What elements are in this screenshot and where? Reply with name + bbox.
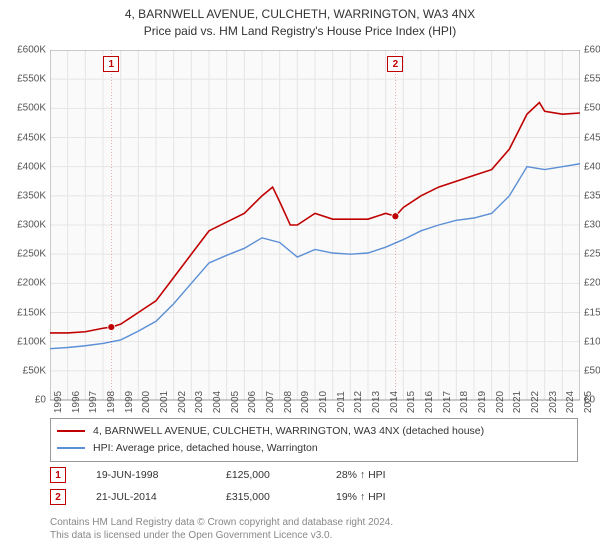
x-axis-label: 2009 xyxy=(300,391,311,413)
x-axis-label: 2003 xyxy=(194,391,205,413)
chart-sale-marker-1: 1 xyxy=(103,56,119,72)
x-axis-label: 2002 xyxy=(177,391,188,413)
x-axis-label: 2014 xyxy=(389,391,400,413)
legend-label-hpi: HPI: Average price, detached house, Warr… xyxy=(93,440,318,457)
annotation-marker-1: 1 xyxy=(50,467,66,483)
footer-line-1: Contains HM Land Registry data © Crown c… xyxy=(50,516,393,529)
annotation-date-1: 19-JUN-1998 xyxy=(96,469,196,481)
x-axis-label: 2008 xyxy=(283,391,294,413)
y-axis-label: £300K xyxy=(0,220,46,231)
y-axis-label: £100K xyxy=(0,336,46,347)
y-axis-label-right: £300K xyxy=(584,220,600,231)
y-axis-label-right: £600K xyxy=(584,45,600,56)
legend-label-property: 4, BARNWELL AVENUE, CULCHETH, WARRINGTON… xyxy=(93,423,484,440)
annotation-row-2: 2 21-JUL-2014 £315,000 19% ↑ HPI xyxy=(50,486,436,508)
y-axis-label: £400K xyxy=(0,161,46,172)
x-axis-label: 1995 xyxy=(53,391,64,413)
x-axis-label: 2022 xyxy=(530,391,541,413)
x-axis-label: 2001 xyxy=(159,391,170,413)
footer: Contains HM Land Registry data © Crown c… xyxy=(50,516,393,542)
x-axis-label: 2000 xyxy=(141,391,152,413)
legend: 4, BARNWELL AVENUE, CULCHETH, WARRINGTON… xyxy=(50,418,578,462)
title-line-1: 4, BARNWELL AVENUE, CULCHETH, WARRINGTON… xyxy=(0,6,600,23)
x-axis-label: 2012 xyxy=(353,391,364,413)
annotation-marker-2: 2 xyxy=(50,489,66,505)
y-axis-label-right: £400K xyxy=(584,161,600,172)
legend-swatch-property xyxy=(57,430,85,432)
annotation-delta-2: 19% ↑ HPI xyxy=(336,491,436,503)
chart-sale-marker-2: 2 xyxy=(387,56,403,72)
x-axis-label: 2010 xyxy=(318,391,329,413)
legend-swatch-hpi xyxy=(57,447,85,449)
x-axis-label: 2023 xyxy=(548,391,559,413)
y-axis-label-right: £450K xyxy=(584,132,600,143)
x-axis-label: 2024 xyxy=(565,391,576,413)
y-axis-label: £150K xyxy=(0,307,46,318)
y-axis-label-right: £500K xyxy=(584,103,600,114)
x-axis-label: 1999 xyxy=(124,391,135,413)
y-axis-label-right: £200K xyxy=(584,278,600,289)
x-axis-label: 2019 xyxy=(477,391,488,413)
x-axis-label: 2015 xyxy=(406,391,417,413)
x-axis-label: 1996 xyxy=(71,391,82,413)
annotation-price-2: £315,000 xyxy=(226,491,306,503)
annotation-date-2: 21-JUL-2014 xyxy=(96,491,196,503)
x-axis-label: 2007 xyxy=(265,391,276,413)
y-axis-label: £350K xyxy=(0,190,46,201)
x-axis-label: 2021 xyxy=(512,391,523,413)
x-axis-label: 2025 xyxy=(583,391,594,413)
y-axis-label: £200K xyxy=(0,278,46,289)
footer-line-2: This data is licensed under the Open Gov… xyxy=(50,529,393,542)
y-axis-label: £0 xyxy=(0,395,46,406)
x-axis-label: 2006 xyxy=(247,391,258,413)
x-axis-label: 2011 xyxy=(336,391,347,413)
y-axis-label: £250K xyxy=(0,249,46,260)
y-axis-label-right: £350K xyxy=(584,190,600,201)
chart-titles: 4, BARNWELL AVENUE, CULCHETH, WARRINGTON… xyxy=(0,0,600,40)
legend-row-hpi: HPI: Average price, detached house, Warr… xyxy=(57,440,571,457)
x-axis-label: 2013 xyxy=(371,391,382,413)
annotation-delta-1: 28% ↑ HPI xyxy=(336,469,436,481)
x-axis-label: 2004 xyxy=(212,391,223,413)
x-axis-label: 2018 xyxy=(459,391,470,413)
y-axis-label-right: £150K xyxy=(584,307,600,318)
y-axis-label: £500K xyxy=(0,103,46,114)
x-axis-label: 2017 xyxy=(442,391,453,413)
x-axis-label: 2016 xyxy=(424,391,435,413)
y-axis-label-right: £50K xyxy=(584,365,600,376)
annotation-price-1: £125,000 xyxy=(226,469,306,481)
y-axis-label-right: £550K xyxy=(584,74,600,85)
x-axis-label: 2005 xyxy=(230,391,241,413)
y-axis-label-right: £100K xyxy=(584,336,600,347)
y-axis-label: £600K xyxy=(0,45,46,56)
y-axis-label: £550K xyxy=(0,74,46,85)
title-line-2: Price paid vs. HM Land Registry's House … xyxy=(0,23,600,40)
annotation-row-1: 1 19-JUN-1998 £125,000 28% ↑ HPI xyxy=(50,464,436,486)
sale-annotations: 1 19-JUN-1998 £125,000 28% ↑ HPI 2 21-JU… xyxy=(50,464,436,508)
chart-area: £0£0£50K£50K£100K£100K£150K£150K£200K£20… xyxy=(50,50,580,400)
x-axis-label: 2020 xyxy=(495,391,506,413)
y-axis-label: £450K xyxy=(0,132,46,143)
x-axis-label: 1997 xyxy=(88,391,99,413)
x-axis-label: 1998 xyxy=(106,391,117,413)
line-chart-svg xyxy=(50,50,580,420)
y-axis-label: £50K xyxy=(0,365,46,376)
legend-row-property: 4, BARNWELL AVENUE, CULCHETH, WARRINGTON… xyxy=(57,423,571,440)
y-axis-label-right: £250K xyxy=(584,249,600,260)
